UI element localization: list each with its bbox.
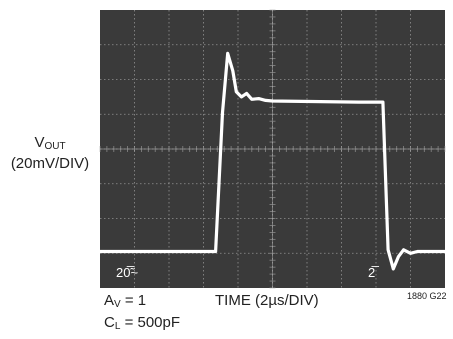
y-axis-label-main: V bbox=[34, 134, 45, 151]
screen-readout-right: 2̅ bbox=[368, 265, 379, 280]
y-axis-scale: (20mV/DIV) bbox=[10, 155, 90, 172]
step-response-trace bbox=[98, 51, 447, 271]
screen-readout-left: 20̅̃~ bbox=[116, 265, 138, 280]
condition-load-capacitance: CL = 500pF bbox=[104, 314, 181, 332]
figure-id: 1880 G22 bbox=[407, 291, 447, 301]
y-axis-label-sub: OUT bbox=[44, 141, 66, 152]
x-axis-label: TIME (2µs/DIV) bbox=[215, 292, 319, 309]
y-axis-label: VOUT (20mV/DIV) bbox=[2, 134, 98, 172]
condition-gain: AV = 1 bbox=[104, 292, 147, 310]
